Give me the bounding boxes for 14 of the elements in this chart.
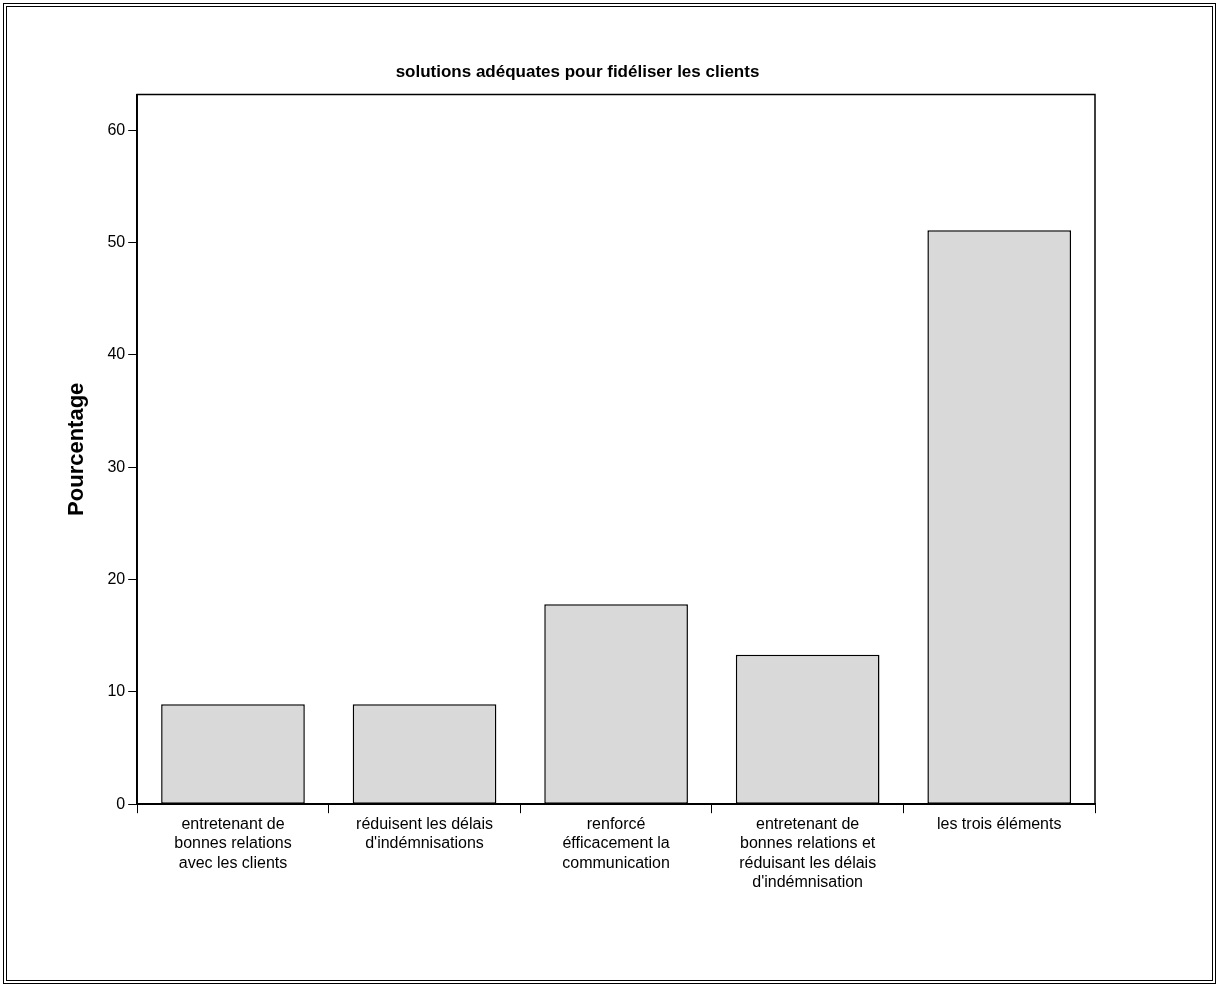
y-tick-label: 0 [116, 794, 126, 812]
x-tick-label: les trois éléments [936, 815, 1062, 833]
x-tick-label: entretenant de bonnes relations et réduisant les délais d'indémnisation [739, 815, 877, 890]
y-tick-label: 60 [107, 120, 126, 138]
x-tick-label: réduisent les délais d'indémnisations [356, 815, 494, 852]
y-tick-label: 10 [107, 682, 126, 700]
y-axis-title: Pourcentage [63, 382, 89, 516]
y-tick-label: 50 [107, 233, 126, 251]
chart-title: solutions adéquates pour fidéliser les clients [395, 61, 760, 81]
x-tick-label: entretenant de bonnes relations avec les clients [174, 815, 292, 871]
y-tick-label: 30 [107, 457, 126, 475]
y-tick-label: 40 [107, 345, 126, 363]
y-tick-label: 20 [107, 569, 126, 587]
x-tick-label: renforcé éfficacement la communication [562, 815, 670, 871]
